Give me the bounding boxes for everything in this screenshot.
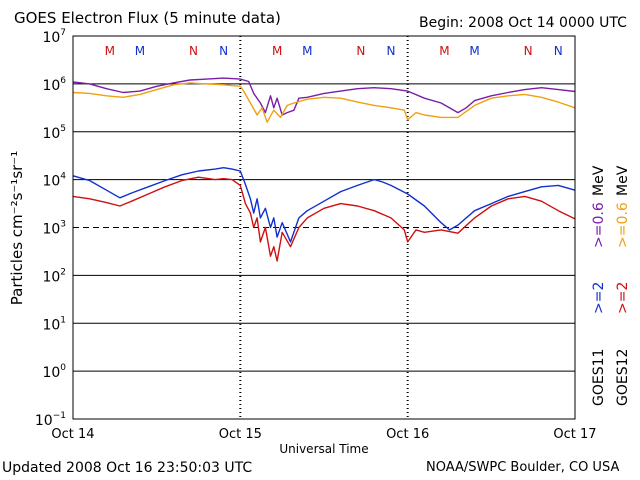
legend-unit: MeV	[591, 165, 607, 196]
x-tick-label: Oct 17	[553, 427, 596, 442]
marker-label: M	[469, 44, 479, 58]
y-axis-label: Particles cm⁻²s⁻¹sr⁻¹	[8, 151, 26, 305]
y-tick-label: 100	[42, 363, 66, 381]
legend-entry: >=0.6	[591, 202, 607, 248]
legend-entry: >=2	[591, 282, 607, 314]
series-line	[72, 82, 576, 123]
marker-label: N	[219, 44, 228, 58]
marker-label: M	[302, 44, 312, 58]
series-line	[72, 176, 576, 262]
series-line	[72, 77, 576, 116]
legend: GOES11 GOES12 MeV >=0.6 >=0.6 >=2 >=2 MeV	[591, 165, 631, 406]
y-tick-label: 103	[42, 220, 66, 238]
y-tick-label: 106	[42, 76, 66, 94]
chart-title: GOES Electron Flux (5 minute data)	[14, 9, 281, 27]
legend-entry: >=2	[615, 282, 631, 314]
plot-frame	[72, 35, 576, 420]
x-axis-label: Universal Time	[279, 442, 368, 456]
source-label: NOAA/SWPC Boulder, CO USA	[426, 460, 620, 475]
x-tick-label: Oct 15	[219, 427, 262, 442]
x-tick-label: Oct 14	[51, 427, 94, 442]
x-tick-label: Oct 16	[386, 427, 429, 442]
updated-label: Updated 2008 Oct 16 23:50:03 UTC	[2, 460, 253, 476]
marker-label: M	[105, 44, 115, 58]
marker-label: N	[524, 44, 533, 58]
marker-label: N	[189, 44, 198, 58]
y-tick-labels: 107 106 105 104 103 102 101 100 10−1	[35, 28, 66, 429]
y-tick-label: 104	[42, 172, 66, 190]
marker-label: N	[386, 44, 395, 58]
y-tick-label: 107	[42, 28, 66, 46]
legend-unit: MeV	[615, 165, 631, 196]
y-tick-label: 101	[42, 315, 66, 333]
marker-label: M	[439, 44, 449, 58]
x-tick-labels: Oct 14 Oct 15 Oct 16 Oct 17	[51, 427, 596, 442]
marker-label: N	[554, 44, 563, 58]
series-line	[72, 167, 576, 243]
y-tick-label: 105	[42, 124, 66, 142]
y-tick-label: 102	[42, 267, 66, 285]
marker-label: N	[356, 44, 365, 58]
series-lines	[72, 77, 576, 262]
legend-satellite: GOES11	[591, 349, 607, 406]
begin-label: Begin: 2008 Oct 14 0000 UTC	[419, 15, 627, 31]
legend-satellite: GOES12	[615, 349, 631, 406]
y-tick-label: 10−1	[35, 411, 66, 429]
marker-label: M	[135, 44, 145, 58]
marker-label: M	[272, 44, 282, 58]
legend-entry: >=0.6	[615, 202, 631, 248]
